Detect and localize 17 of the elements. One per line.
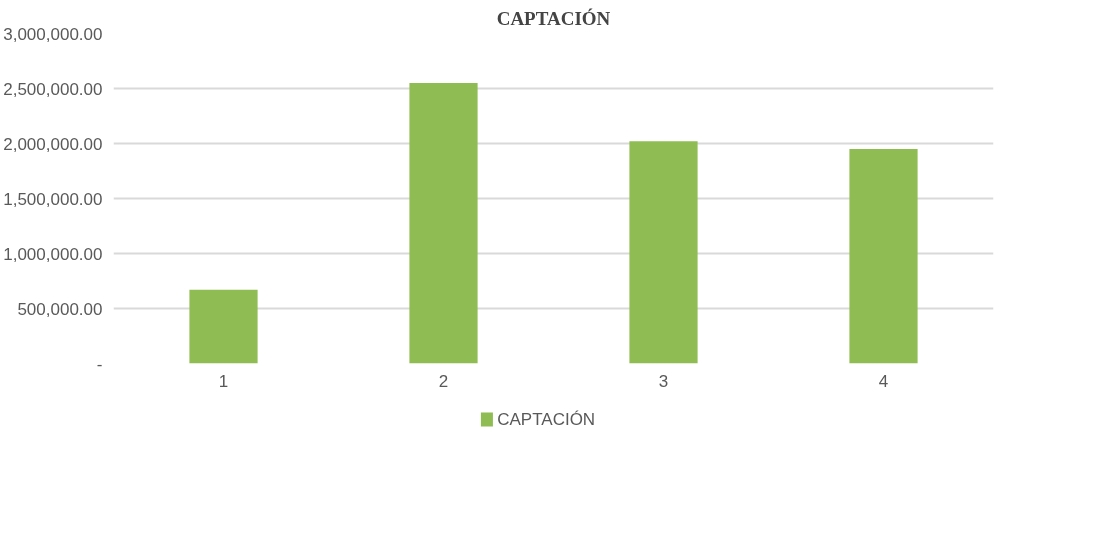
y-tick-label: - [96, 354, 103, 374]
y-tick-label: 2,000,000.00 [3, 134, 103, 154]
y-tick-label: 3,000,000.00 [3, 24, 103, 44]
y-tick-label: 1,500,000.00 [3, 189, 103, 209]
x-tick-label: 3 [658, 371, 669, 391]
chart-title: CAPTACIÓN [496, 7, 611, 29]
bar [849, 149, 918, 364]
x-tick-label: 4 [878, 371, 889, 391]
bar [629, 141, 698, 364]
x-tick-label: 2 [438, 371, 449, 391]
legend-label: CAPTACIÓN [497, 410, 596, 429]
bar [409, 83, 478, 364]
bar [189, 289, 258, 364]
x-tick-label: 1 [218, 371, 229, 391]
y-tick-label: 1,000,000.00 [3, 244, 103, 264]
y-tick-label: 2,500,000.00 [3, 79, 103, 99]
y-tick-label: 500,000.00 [17, 299, 103, 319]
